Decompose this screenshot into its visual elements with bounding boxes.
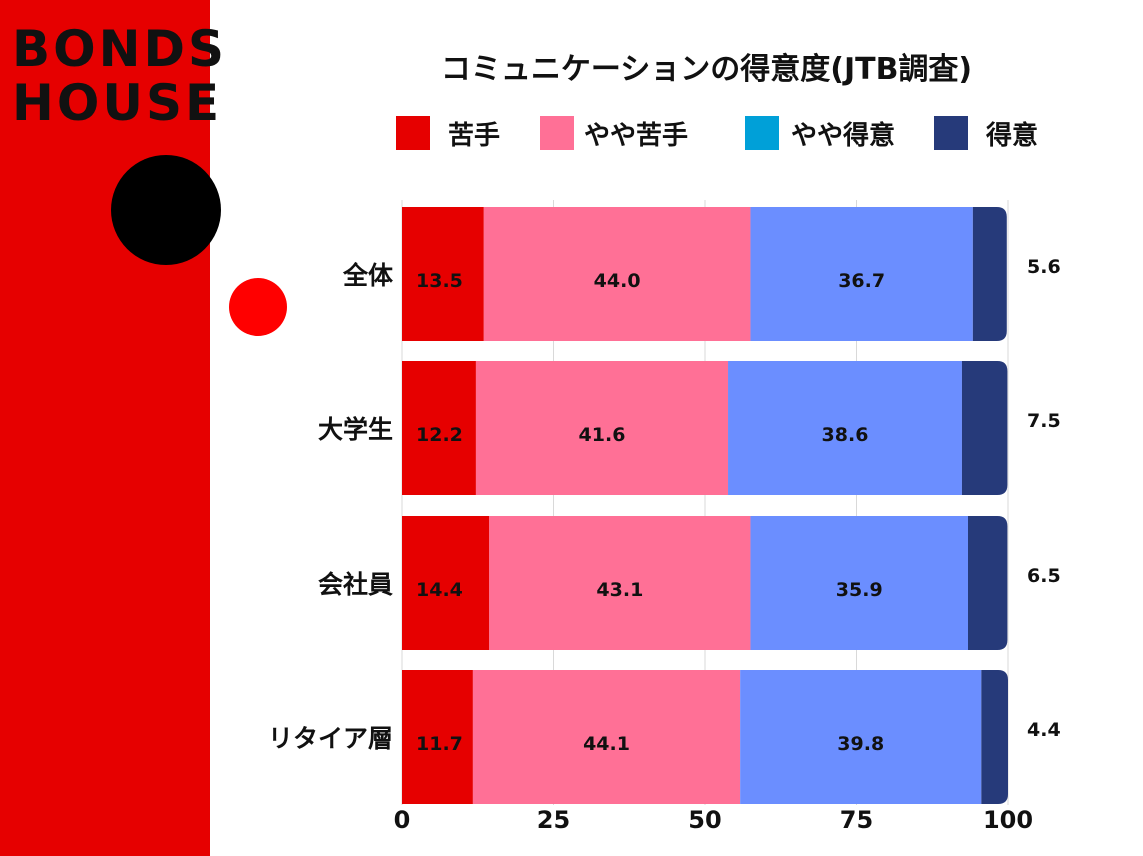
bar-3-2: [740, 670, 982, 804]
value-label-2-0: 14.4: [416, 579, 463, 601]
value-label-2-2: 35.9: [836, 579, 883, 601]
value-label-0-2: 36.7: [838, 270, 885, 292]
bar-1-0: [402, 361, 476, 495]
category-label-2: 会社員: [318, 570, 393, 599]
legend-label-yaya-tokui: やや得意: [791, 120, 896, 151]
logo-line-2: HOUSE: [12, 74, 223, 132]
value-label-1-1: 41.6: [579, 424, 626, 446]
x-tick-label-4: 100: [983, 806, 1033, 834]
legend-item-yaya-nigate: やや苦手: [540, 116, 689, 151]
bar-3-3: [981, 670, 1008, 804]
value-label-3-1: 44.1: [583, 733, 630, 755]
bar-1-3: [961, 361, 1008, 495]
value-label-0-3: 5.6: [1027, 256, 1061, 278]
value-label-0-0: 13.5: [416, 270, 463, 292]
legend-swatch-yaya-tokui: [745, 116, 779, 150]
value-label-3-0: 11.7: [416, 733, 463, 755]
value-label-3-3: 4.4: [1027, 719, 1061, 741]
legend-swatch-yaya-nigate: [540, 116, 574, 150]
legend-label-tokui: 得意: [986, 120, 1039, 151]
value-label-2-3: 6.5: [1027, 565, 1061, 587]
x-tick-label-3: 75: [840, 806, 873, 834]
bar-2-3: [968, 516, 1008, 650]
bar-0-1: [483, 207, 751, 341]
category-label-1: 大学生: [318, 415, 393, 444]
brand-sidebar: BONDS HOUSE: [0, 0, 224, 856]
bar-2-2: [750, 516, 969, 650]
bar-3-0: [402, 670, 473, 804]
value-label-1-0: 12.2: [416, 424, 463, 446]
value-label-1-2: 38.6: [822, 424, 869, 446]
bar-3-1: [472, 670, 741, 804]
bar-0-3: [972, 207, 1007, 341]
value-label-2-1: 43.1: [596, 579, 643, 601]
bar-0-2: [750, 207, 973, 341]
value-label-0-1: 44.0: [594, 270, 641, 292]
decorative-red-circle: [229, 278, 287, 336]
decorative-black-circle: [111, 155, 221, 265]
logo-line-1: BONDS: [12, 20, 227, 78]
legend-swatch-tokui: [934, 116, 968, 150]
legend-label-nigate: 苦手: [448, 120, 501, 151]
x-tick-label-2: 50: [688, 806, 721, 834]
bar-1-1: [475, 361, 729, 495]
logo: BONDS HOUSE: [12, 22, 227, 130]
legend-item-nigate: 苦手: [396, 116, 501, 151]
category-label-3: リタイア層: [268, 724, 393, 753]
value-label-1-3: 7.5: [1027, 410, 1061, 432]
legend-item-tokui: 得意: [934, 116, 1039, 151]
x-tick-label-1: 25: [537, 806, 570, 834]
value-label-3-2: 39.8: [837, 733, 884, 755]
x-tick-label-0: 0: [394, 806, 411, 834]
bar-1-2: [728, 361, 962, 495]
bar-2-0: [402, 516, 490, 650]
bar-0-0: [402, 207, 484, 341]
legend-label-yaya-nigate: やや苦手: [584, 120, 689, 151]
legend-item-yaya-tokui: やや得意: [745, 116, 896, 151]
category-label-0: 全体: [342, 261, 394, 290]
bar-2-1: [489, 516, 751, 650]
chart-title: コミュニケーションの得意度(JTB調査): [440, 52, 973, 87]
legend-swatch-nigate: [396, 116, 430, 150]
